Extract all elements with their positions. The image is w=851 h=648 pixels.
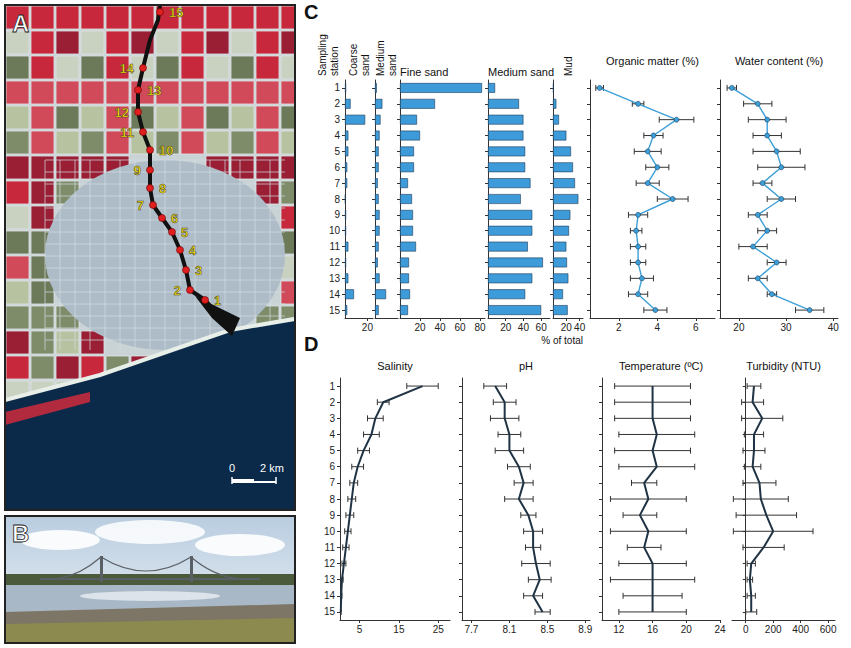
svg-text:40: 40 (518, 322, 530, 333)
svg-text:8: 8 (159, 181, 166, 196)
svg-text:2: 2 (334, 98, 340, 109)
svg-text:7: 7 (137, 198, 144, 213)
svg-text:8: 8 (334, 194, 340, 205)
svg-text:16: 16 (647, 624, 659, 635)
svg-text:9: 9 (334, 209, 340, 220)
svg-text:600: 600 (820, 624, 837, 635)
svg-text:200: 200 (765, 624, 782, 635)
svg-text:11: 11 (120, 125, 134, 140)
svg-text:20: 20 (681, 624, 693, 635)
svg-text:13: 13 (324, 574, 336, 585)
svg-text:2: 2 (329, 397, 335, 408)
svg-text:10: 10 (324, 526, 336, 537)
svg-text:20: 20 (414, 322, 426, 333)
svg-text:3: 3 (195, 263, 202, 278)
svg-text:11: 11 (325, 542, 336, 553)
svg-text:3: 3 (334, 114, 340, 125)
svg-text:7.7: 7.7 (465, 624, 479, 635)
svg-text:B: B (12, 520, 29, 547)
svg-text:24: 24 (714, 624, 726, 635)
svg-text:14: 14 (324, 590, 336, 601)
svg-text:station: station (329, 47, 340, 76)
svg-text:400: 400 (792, 624, 809, 635)
svg-text:2: 2 (616, 322, 622, 333)
svg-text:10: 10 (329, 225, 341, 236)
svg-text:30: 30 (781, 322, 793, 333)
svg-text:15: 15 (169, 5, 183, 20)
svg-text:15: 15 (393, 624, 405, 635)
svg-text:Sampling: Sampling (317, 34, 328, 76)
svg-text:15: 15 (324, 606, 336, 617)
svg-text:7: 7 (334, 178, 340, 189)
svg-text:Salinity: Salinity (377, 360, 413, 372)
svg-text:Temperature (ºC): Temperature (ºC) (619, 360, 703, 372)
svg-text:pH: pH (519, 360, 533, 372)
svg-text:10: 10 (159, 143, 173, 158)
svg-text:25: 25 (433, 624, 445, 635)
svg-text:15: 15 (329, 305, 341, 316)
svg-text:Fine sand: Fine sand (400, 66, 448, 78)
svg-text:5: 5 (329, 445, 335, 456)
svg-text:14: 14 (329, 289, 341, 300)
svg-text:1: 1 (329, 381, 335, 392)
svg-text:13: 13 (329, 273, 341, 284)
svg-text:6: 6 (334, 162, 340, 173)
svg-text:11: 11 (330, 241, 341, 252)
svg-text:Water content (%): Water content (%) (735, 55, 823, 67)
svg-text:6: 6 (329, 461, 335, 472)
svg-text:8.9: 8.9 (578, 624, 592, 635)
svg-text:C: C (304, 1, 318, 23)
svg-text:9: 9 (134, 163, 141, 178)
svg-text:80: 80 (474, 322, 486, 333)
svg-text:A: A (12, 10, 29, 37)
svg-text:8: 8 (329, 494, 335, 505)
svg-text:4: 4 (189, 243, 197, 258)
svg-text:4: 4 (655, 322, 661, 333)
svg-text:20: 20 (733, 322, 745, 333)
svg-text:1: 1 (214, 293, 221, 308)
svg-text:5: 5 (357, 624, 363, 635)
svg-text:0: 0 (229, 462, 235, 474)
svg-text:4: 4 (334, 130, 340, 141)
svg-text:5: 5 (334, 146, 340, 157)
svg-text:1: 1 (334, 82, 340, 93)
svg-text:20: 20 (362, 322, 374, 333)
svg-text:13: 13 (147, 83, 161, 98)
svg-text:20: 20 (561, 322, 573, 333)
svg-text:40: 40 (828, 322, 840, 333)
svg-text:sand: sand (387, 54, 398, 76)
svg-text:Mud: Mud (563, 57, 574, 76)
svg-text:0: 0 (743, 624, 749, 635)
svg-text:8.5: 8.5 (540, 624, 554, 635)
svg-text:6: 6 (171, 211, 178, 226)
svg-text:12: 12 (329, 257, 341, 268)
svg-text:12: 12 (324, 558, 336, 569)
svg-text:6: 6 (693, 322, 699, 333)
svg-text:40: 40 (574, 322, 586, 333)
svg-text:7: 7 (329, 477, 335, 488)
svg-text:60: 60 (454, 322, 466, 333)
svg-text:2 km: 2 km (260, 462, 284, 474)
svg-text:D: D (304, 333, 318, 355)
svg-text:60: 60 (536, 322, 548, 333)
svg-text:sand: sand (360, 54, 371, 76)
svg-text:5: 5 (181, 225, 188, 240)
svg-text:4: 4 (329, 429, 335, 440)
svg-text:14: 14 (120, 61, 135, 76)
svg-text:20: 20 (500, 322, 512, 333)
svg-text:Turbidity (NTU): Turbidity (NTU) (746, 360, 821, 372)
svg-text:Organic matter (%): Organic matter (%) (606, 55, 699, 67)
svg-text:Coarse: Coarse (348, 43, 359, 76)
svg-text:% of total: % of total (541, 335, 583, 346)
svg-text:12: 12 (115, 105, 129, 120)
svg-text:2: 2 (174, 283, 181, 298)
svg-text:Medium sand: Medium sand (488, 66, 554, 78)
svg-text:12: 12 (613, 624, 625, 635)
svg-text:3: 3 (329, 413, 335, 424)
svg-text:9: 9 (329, 510, 335, 521)
svg-text:40: 40 (434, 322, 446, 333)
svg-text:8.1: 8.1 (502, 624, 516, 635)
svg-text:Medium: Medium (375, 40, 386, 76)
